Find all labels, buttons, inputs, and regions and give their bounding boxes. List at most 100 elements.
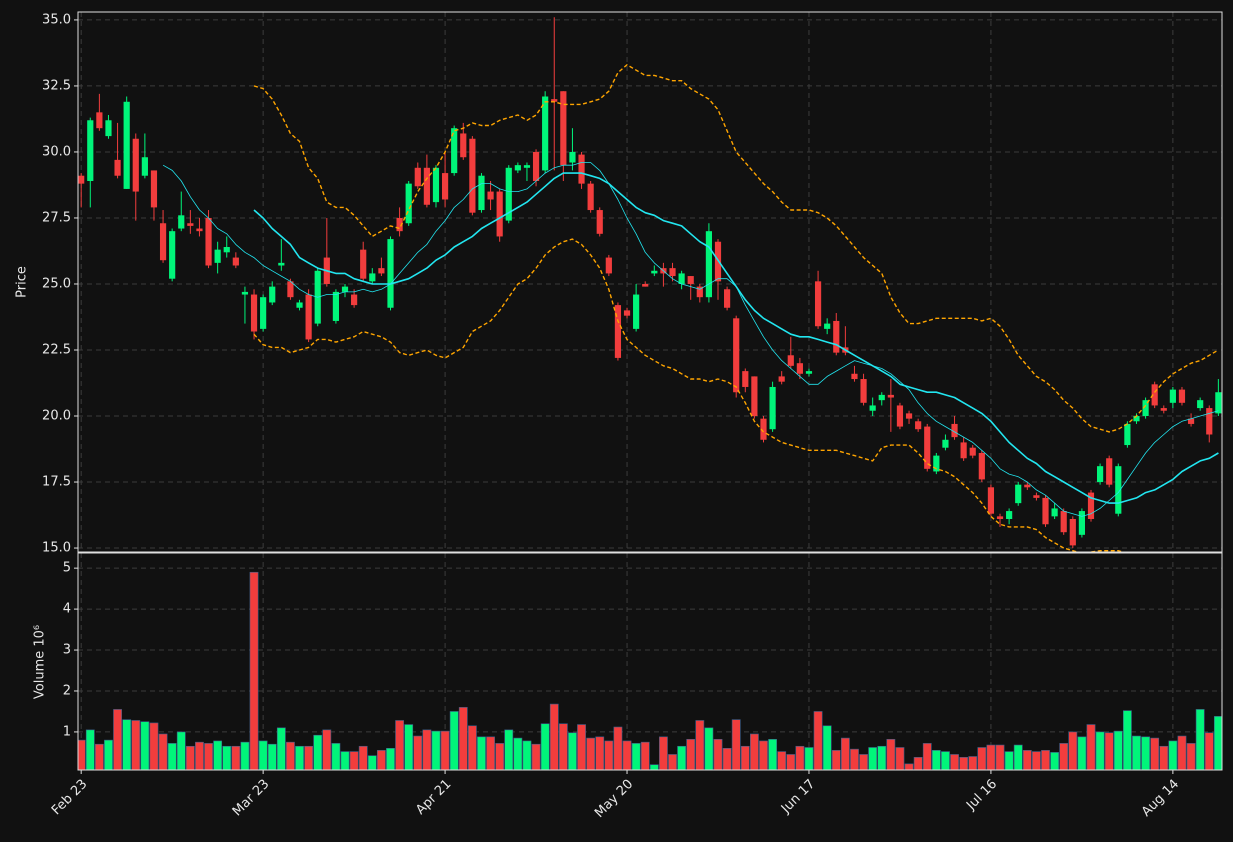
candle-body [733,318,740,393]
x-tick-label: Aug 14 [1139,777,1182,820]
volume-bar [586,737,596,770]
volume-bar [740,745,750,770]
y-tick-label: 35.0 [42,12,71,27]
candle-body [1215,392,1222,414]
volume-bar [768,738,777,770]
volume-bar [413,735,423,770]
candle-body [269,286,276,303]
volume-bar [831,750,841,770]
candle-body [542,96,549,171]
volume-bar [358,745,368,770]
candle-body [87,120,94,181]
volume-bar [977,747,987,770]
volume-bar [895,747,905,770]
candle-body [742,371,749,387]
volume-bar [1022,750,1032,770]
volume-bar [1141,736,1150,770]
candle-body [678,273,685,284]
candle-body [1151,384,1158,406]
volume-bar [1059,743,1069,770]
volume-bar [276,727,286,770]
volume-bar [231,745,241,770]
volume-bar [1068,731,1078,770]
volume-bar [1186,743,1196,770]
volume-bar [822,725,832,770]
candle-body [405,183,412,224]
volume-bar [185,745,195,770]
candle-body [896,405,904,427]
candle-body [924,426,931,469]
volume-bar [1213,716,1222,770]
candle-body [159,223,167,261]
candle-body [1160,408,1167,411]
volume-bar [1132,735,1141,770]
candle-body [232,257,239,266]
volume-bar [367,755,377,770]
volume-bar [431,730,441,770]
candle-body [260,297,267,329]
candle-body [1097,466,1104,483]
candle-body [1206,408,1213,435]
candle-body [205,217,212,266]
candle-body [796,363,803,374]
candle-body [987,487,995,514]
volume-bar [258,740,268,770]
volume-bar [804,747,814,770]
marks [78,17,1222,770]
volume-bar [504,729,514,770]
candle-body [778,376,785,382]
volume-bar [695,720,705,770]
candle-body [378,268,385,274]
volume-bar [877,745,887,770]
candle-body [1006,511,1013,519]
volume-bar [85,729,95,770]
volume-bar [477,736,486,770]
candle-body [1078,511,1085,535]
volume-bar [640,741,650,770]
candle-body [614,305,622,358]
grid [78,12,1222,770]
volume-bar [913,757,923,770]
volume-bar [759,740,768,770]
candle-body [78,175,85,184]
volume-bar [795,745,805,770]
candle-body [451,128,458,174]
indicator-line [253,172,1219,504]
candle-body [432,167,440,203]
volume-bar [286,741,295,770]
volume-bar [631,743,641,770]
volume-bar [995,744,1005,770]
candle-body [915,421,922,430]
volume-bar [549,703,559,770]
indicator-line [162,162,1219,517]
candle-body [287,281,294,298]
candle-body [769,386,776,430]
volume-bar [158,733,168,770]
candle-body [141,157,148,176]
volume-bar [577,724,586,770]
candle-body [1051,508,1058,517]
candle-body [1069,518,1076,546]
volume-bar [904,763,914,770]
candle-body [132,138,139,192]
candle-body [869,405,876,411]
volume-bar [1122,710,1132,770]
volume-bar [331,743,341,770]
candle-body [724,289,731,308]
candle-body [1024,484,1031,488]
candle-body [351,294,358,306]
volume-bar [1113,730,1123,770]
volume-bar [659,736,668,770]
volume-bar [222,745,232,770]
volume-bar [140,721,150,770]
volume-bar [176,731,186,770]
volume-bar [968,756,978,770]
candle-body [596,210,603,234]
volume-bar [1050,752,1060,770]
candle-body [824,323,831,329]
volume-bar [122,719,132,770]
candle-body [114,159,121,176]
candle-body [169,231,176,279]
